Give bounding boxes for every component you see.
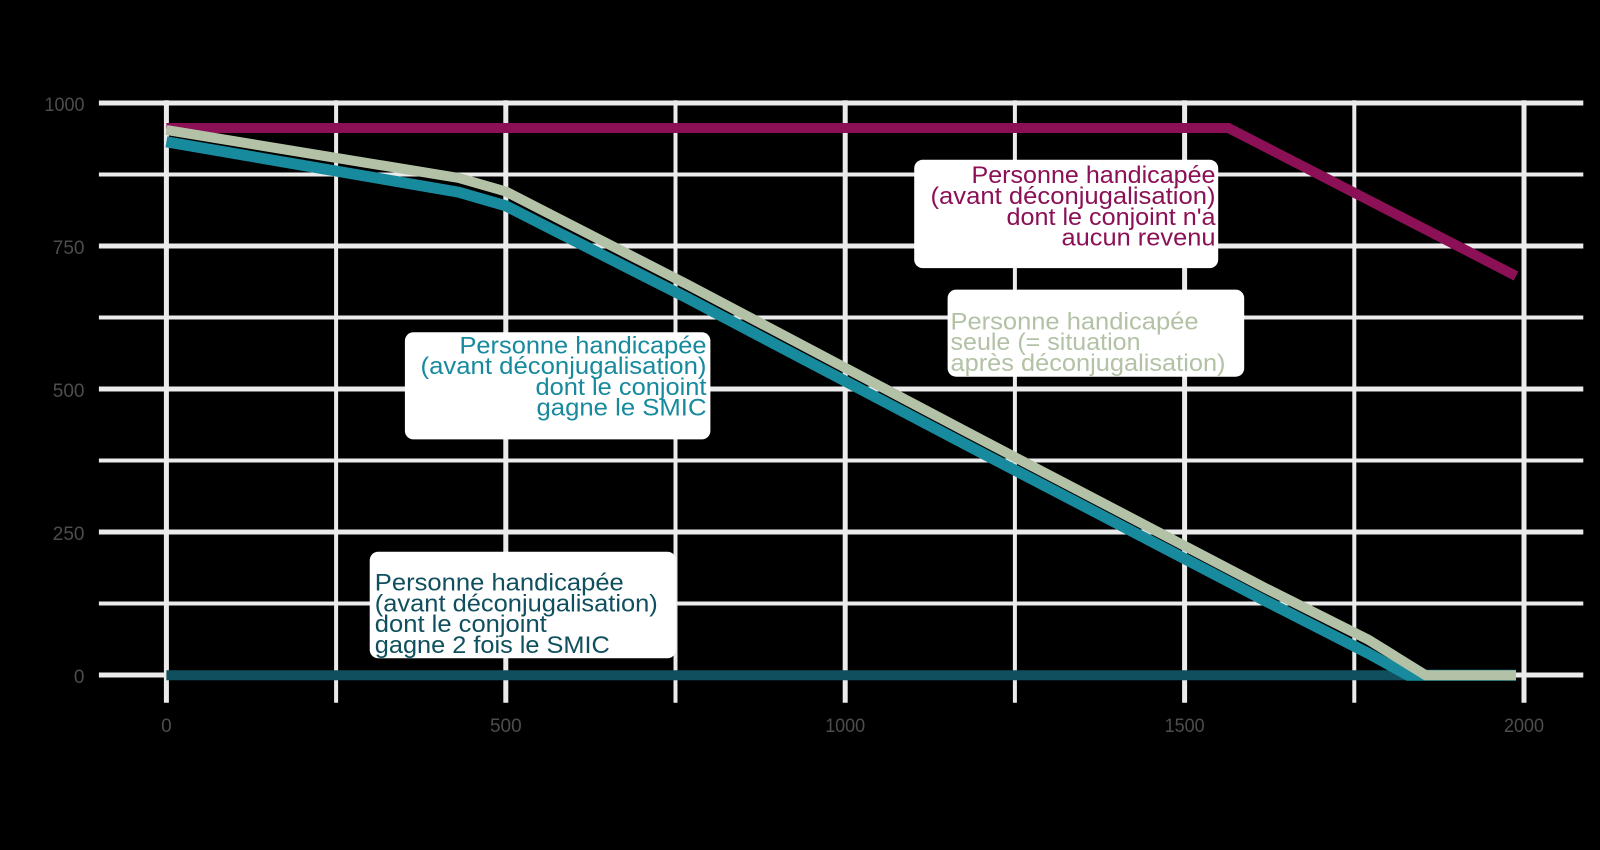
svg-text:Personne handicapée: Personne handicapée: [972, 162, 1216, 189]
svg-text:0: 0: [74, 667, 85, 688]
svg-text:(avant déconjugalisation): (avant déconjugalisation): [931, 183, 1216, 210]
svg-text:gagne le SMIC: gagne le SMIC: [537, 395, 707, 422]
svg-text:1000: 1000: [45, 95, 85, 116]
svg-text:0: 0: [161, 716, 172, 737]
svg-text:250: 250: [53, 524, 85, 545]
svg-text:seule (= situation: seule (= situation: [951, 329, 1141, 356]
svg-text:Personne handicapée: Personne handicapée: [951, 308, 1199, 335]
svg-text:1500: 1500: [1165, 716, 1205, 737]
svg-text:500: 500: [53, 381, 85, 402]
svg-text:dont le conjoint: dont le conjoint: [536, 374, 707, 401]
svg-text:500: 500: [490, 716, 522, 737]
svg-text:aucun revenu: aucun revenu: [1062, 225, 1216, 252]
svg-text:Personne handicapée: Personne handicapée: [375, 570, 624, 597]
svg-text:dont le conjoint: dont le conjoint: [375, 611, 547, 638]
svg-text:dont le conjoint n'a: dont le conjoint n'a: [1007, 204, 1216, 231]
svg-text:Personne handicapée: Personne handicapée: [460, 332, 707, 359]
svg-text:1000: 1000: [825, 716, 865, 737]
svg-text:après déconjugalisation): après déconjugalisation): [951, 350, 1226, 377]
svg-text:750: 750: [53, 238, 85, 259]
svg-text:(avant déconjugalisation): (avant déconjugalisation): [421, 353, 707, 380]
svg-text:gagne 2 fois le SMIC: gagne 2 fois le SMIC: [375, 632, 610, 659]
svg-text:2000: 2000: [1504, 716, 1544, 737]
svg-text:(avant déconjugalisation): (avant déconjugalisation): [375, 590, 658, 617]
